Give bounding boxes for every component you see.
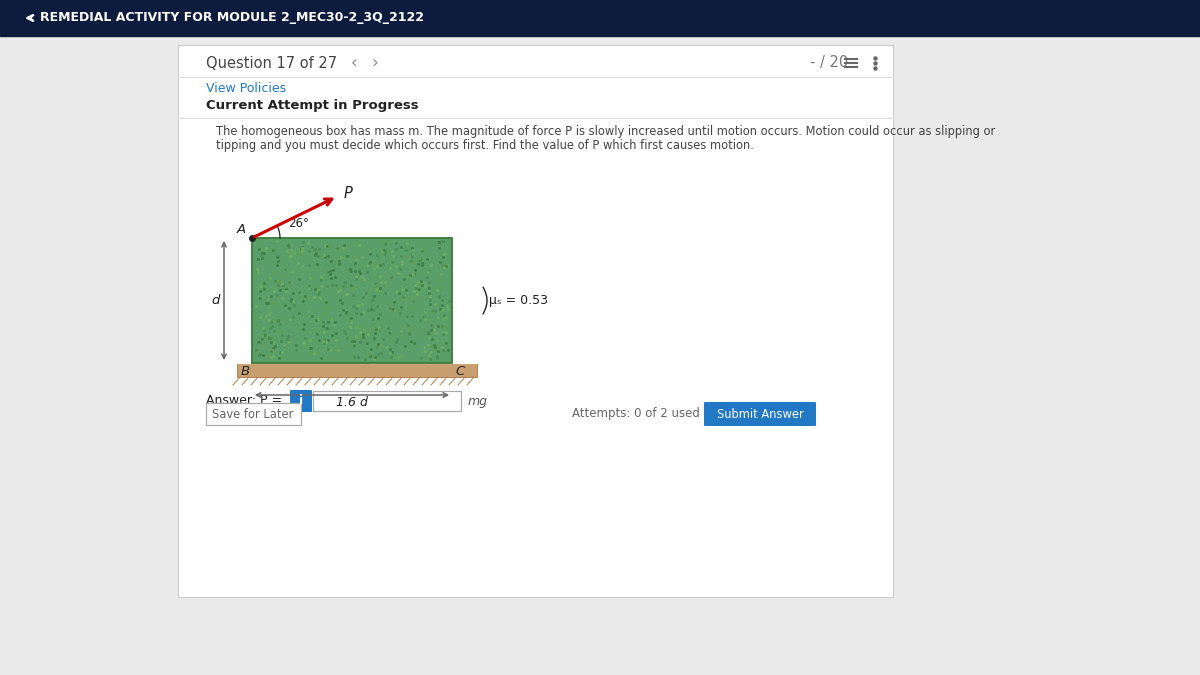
FancyBboxPatch shape — [290, 390, 312, 412]
Text: Current Attempt in Progress: Current Attempt in Progress — [206, 99, 419, 113]
FancyBboxPatch shape — [704, 402, 816, 426]
Text: μₛ = 0.53: μₛ = 0.53 — [490, 294, 548, 307]
Text: The homogeneous box has mass m. The magnitude of force P is slowly increased unt: The homogeneous box has mass m. The magn… — [216, 126, 995, 138]
FancyBboxPatch shape — [313, 391, 461, 411]
Text: - / 20: - / 20 — [810, 55, 848, 70]
Text: Answer: P =: Answer: P = — [206, 394, 282, 408]
Text: 26°: 26° — [288, 217, 308, 230]
Text: i: i — [299, 394, 304, 408]
Bar — [238, 363, 478, 377]
Text: Attempts: 0 of 2 used: Attempts: 0 of 2 used — [572, 408, 700, 421]
Text: d: d — [212, 294, 220, 307]
Text: Save for Later: Save for Later — [212, 408, 294, 421]
Bar — [0, 0, 1200, 36]
Text: 1.6 d: 1.6 d — [336, 396, 368, 409]
Bar — [178, 45, 893, 597]
Text: P: P — [343, 186, 353, 201]
Text: Question 17 of 27: Question 17 of 27 — [206, 55, 337, 70]
Text: REMEDIAL ACTIVITY FOR MODULE 2_MEC30-2_3Q_2122: REMEDIAL ACTIVITY FOR MODULE 2_MEC30-2_3… — [40, 11, 424, 24]
Text: B: B — [241, 365, 250, 378]
Text: ›: › — [371, 54, 378, 72]
Text: Submit Answer: Submit Answer — [716, 408, 803, 421]
Text: tipping and you must decide which occurs first. Find the value of P which first : tipping and you must decide which occurs… — [216, 140, 754, 153]
Text: mg: mg — [468, 394, 488, 408]
Text: View Policies: View Policies — [206, 82, 286, 95]
Bar — [252, 238, 452, 363]
Text: C: C — [455, 365, 464, 378]
Text: ‹: ‹ — [352, 54, 358, 72]
Text: A: A — [236, 223, 246, 236]
FancyBboxPatch shape — [206, 403, 301, 425]
